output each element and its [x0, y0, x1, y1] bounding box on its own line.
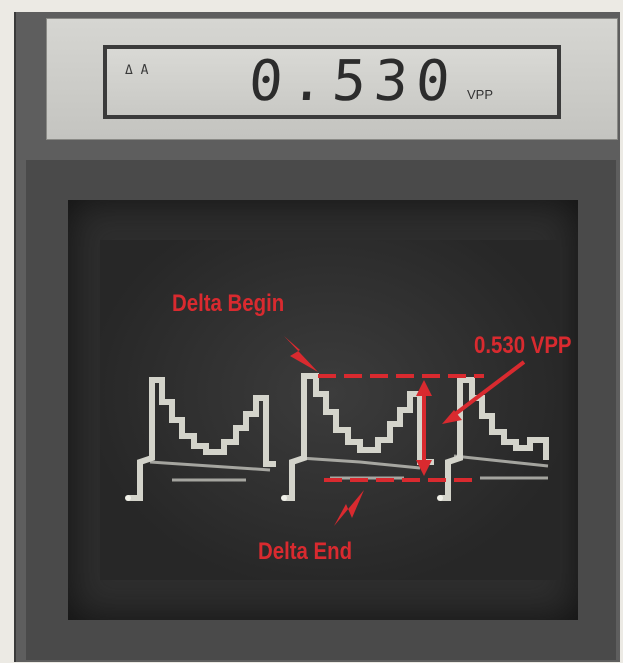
- delta-markers: [318, 360, 526, 482]
- delta-end-arrow: [334, 490, 364, 526]
- measurement-pointer-line: [448, 360, 526, 420]
- delta-end-label: Delta End: [258, 538, 353, 565]
- lcd-housing: Δ A 0.530 VPP: [46, 18, 618, 140]
- delta-begin-arrow: [284, 336, 318, 372]
- lcd-display: Δ A 0.530 VPP: [103, 45, 561, 119]
- measurement-arrow-head: [442, 410, 462, 424]
- waveform-baseline: [149, 454, 549, 482]
- span-arrow-top: [416, 380, 432, 396]
- annotation-arrows: [284, 336, 462, 526]
- trace-marker-3: [437, 495, 443, 501]
- delta-begin-label: Delta Begin: [172, 290, 285, 317]
- trace-marker-2: [281, 495, 287, 501]
- measurement-mode-label: Δ A: [125, 63, 149, 78]
- span-arrow-bottom: [416, 460, 432, 476]
- trace-marker-1: [125, 495, 131, 501]
- lcd-screen: Δ A 0.530 VPP: [107, 49, 557, 115]
- measurement-unit: VPP: [467, 87, 494, 102]
- measurement-label: 0.530 VPP: [474, 332, 572, 359]
